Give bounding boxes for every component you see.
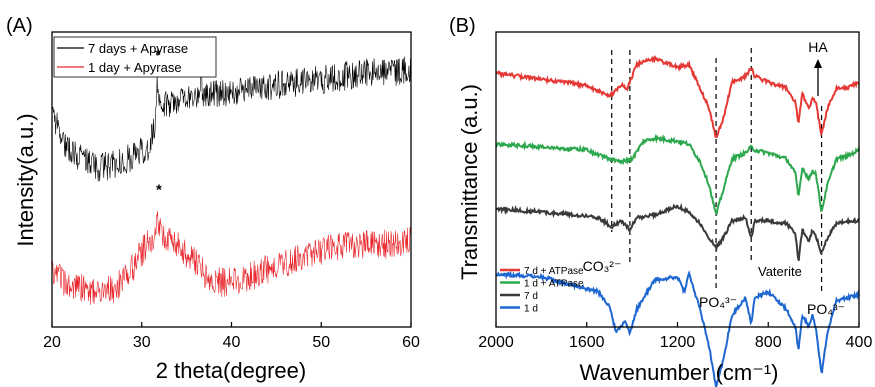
panel-a-label: (A)	[6, 15, 33, 37]
panel-b-x-axis-label: Wavenumber (cm⁻¹)	[579, 360, 778, 385]
peak-marker: *	[156, 181, 162, 198]
x-tick-label: 1600	[569, 334, 605, 351]
panel-b-x-ticks: 2000 1600 1200 800 400	[478, 322, 872, 351]
legend-label: 7 days + Apyrase	[88, 41, 188, 56]
x-tick-label: 20	[43, 334, 61, 351]
x-tick-label: 1200	[660, 334, 696, 351]
panel-a: (A) 20 30 40 50 60 7 days + Apyrase 1 day + A…	[6, 15, 420, 383]
panel-a-legend: 7 days + Apyrase 1 day + Apyrase	[53, 36, 217, 78]
ha-arrow-head	[814, 59, 822, 68]
series-line-1	[51, 56, 412, 182]
legend-label: 7 d + ATPase	[524, 266, 584, 277]
legend-label: 1 day + Apyrase	[88, 60, 182, 75]
panel-b-label: (B)	[449, 15, 476, 37]
panel-b-reference-lines	[611, 48, 823, 292]
panel-a-x-axis-label: 2 theta(degree)	[156, 358, 306, 383]
panel-b: (B) 2000 1600 1200 800 400 7 d + ATPase 1 d +…	[449, 15, 872, 387]
x-tick-label: 800	[755, 334, 782, 351]
x-tick-label: 2000	[478, 334, 514, 351]
x-tick-label: 400	[846, 334, 873, 351]
panel-b-y-axis-label: Transmittance (a.u.)	[457, 84, 482, 280]
legend-label: 7 d	[524, 291, 538, 302]
legend-label: 1 d	[524, 304, 538, 315]
panel-a-y-axis-label: Intensity(a.u.)	[13, 113, 38, 246]
panel-a-peak-markers: **	[155, 47, 162, 199]
x-tick-label: 40	[223, 334, 241, 351]
annotation-po4-left: PO₄³⁻	[699, 294, 737, 310]
ir-series-line-4	[495, 270, 860, 387]
panel-b-series	[495, 54, 860, 387]
ir-series-line-1	[495, 54, 859, 139]
annotation-co3: CO₃²⁻	[583, 258, 622, 274]
panel-a-series	[51, 56, 412, 305]
annotation-po4-right: PO₄³⁻	[807, 301, 845, 317]
peak-marker: *	[155, 47, 161, 64]
legend-box	[53, 36, 217, 78]
x-tick-label: 60	[402, 334, 420, 351]
legend-label: 1 d + ATPase	[524, 279, 584, 290]
x-tick-label: 50	[312, 334, 330, 351]
x-tick-label: 30	[133, 334, 151, 351]
ha-arrow	[814, 59, 822, 96]
ir-series-line-3	[495, 202, 860, 262]
annotation-vaterite: Vaterite	[758, 264, 802, 279]
ir-series-line-2	[495, 133, 860, 215]
annotation-ha: HA	[808, 39, 828, 55]
series-line-2	[51, 210, 412, 305]
panel-a-x-ticks: 20 30 40 50 60	[43, 322, 420, 351]
